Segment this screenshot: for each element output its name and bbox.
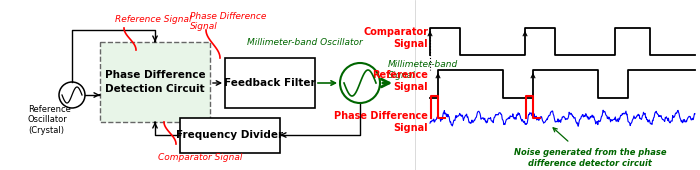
- Text: Phase Difference
Detection Circuit: Phase Difference Detection Circuit: [105, 70, 205, 94]
- Text: Millimeter-band Oscillator: Millimeter-band Oscillator: [247, 38, 363, 47]
- Text: Phase Difference
Signal: Phase Difference Signal: [334, 111, 428, 133]
- Text: Frequency Divider: Frequency Divider: [176, 130, 284, 140]
- Bar: [225, 58, 315, 108]
- Text: Phase Difference
Signal: Phase Difference Signal: [190, 12, 267, 31]
- Text: Reference
Signal: Reference Signal: [372, 70, 428, 92]
- Text: Reference Signal: Reference Signal: [115, 15, 192, 24]
- Text: Feedback Filter: Feedback Filter: [224, 78, 316, 88]
- Bar: [100, 42, 210, 122]
- Text: Comparator Signal: Comparator Signal: [158, 153, 242, 162]
- Text: Noise generated from the phase
difference detector circuit: Noise generated from the phase differenc…: [514, 148, 666, 168]
- Text: Reference
Oscillator
(Crystal): Reference Oscillator (Crystal): [28, 105, 71, 135]
- Bar: [180, 118, 280, 153]
- Text: Millimeter-band
Signal: Millimeter-band Signal: [388, 60, 458, 80]
- Text: Comparator
Signal: Comparator Signal: [363, 27, 428, 49]
